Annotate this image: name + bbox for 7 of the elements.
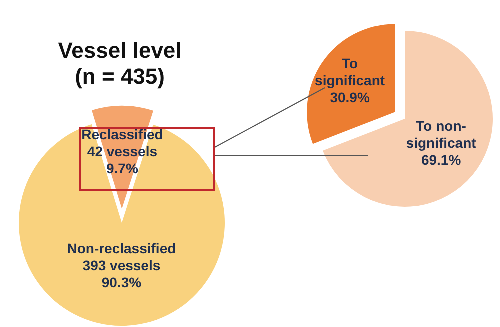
data-label: 393 vessels 90.3% [82, 256, 161, 290]
chart-title: Vessel level (n = 435) [57, 38, 183, 90]
slice-label: Non-reclassified [67, 240, 176, 256]
data-label: 69.1% [421, 152, 462, 168]
slice-label: To significant [315, 55, 386, 88]
data-label: 30.9% [330, 89, 370, 106]
slice-label: To non-significant [406, 118, 477, 151]
